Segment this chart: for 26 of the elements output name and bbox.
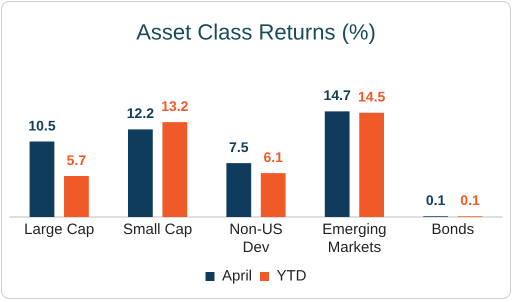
legend-label: YTD [276, 268, 307, 285]
data-label: 0.1 [426, 192, 446, 208]
data-label: 5.7 [66, 152, 86, 168]
bar [324, 111, 350, 217]
x-tick-label: Bonds [432, 221, 474, 238]
data-label: 0.1 [460, 192, 480, 208]
chart-title: Asset Class Returns (%) [136, 19, 376, 44]
data-label: 7.5 [229, 138, 249, 155]
data-label: 12.2 [126, 105, 154, 122]
bar [260, 173, 286, 217]
bar [30, 142, 54, 217]
data-label: 14.5 [358, 88, 386, 105]
x-tick-label: Large Cap [24, 221, 94, 238]
data-label: 6.1 [263, 149, 284, 166]
data-label: 10.5 [28, 117, 56, 134]
bar [162, 122, 188, 217]
data-label: 14.7 [324, 87, 352, 104]
bar [226, 163, 252, 217]
x-tick-label: Emerging Markets [322, 221, 386, 256]
data-label: 13.2 [161, 98, 189, 114]
bar [128, 129, 153, 217]
legend-label: April [222, 268, 252, 285]
bar [64, 176, 89, 217]
x-tick-label: Small Cap [123, 221, 192, 238]
bar [359, 112, 384, 217]
x-tick-label: Non-US Dev [229, 221, 283, 256]
